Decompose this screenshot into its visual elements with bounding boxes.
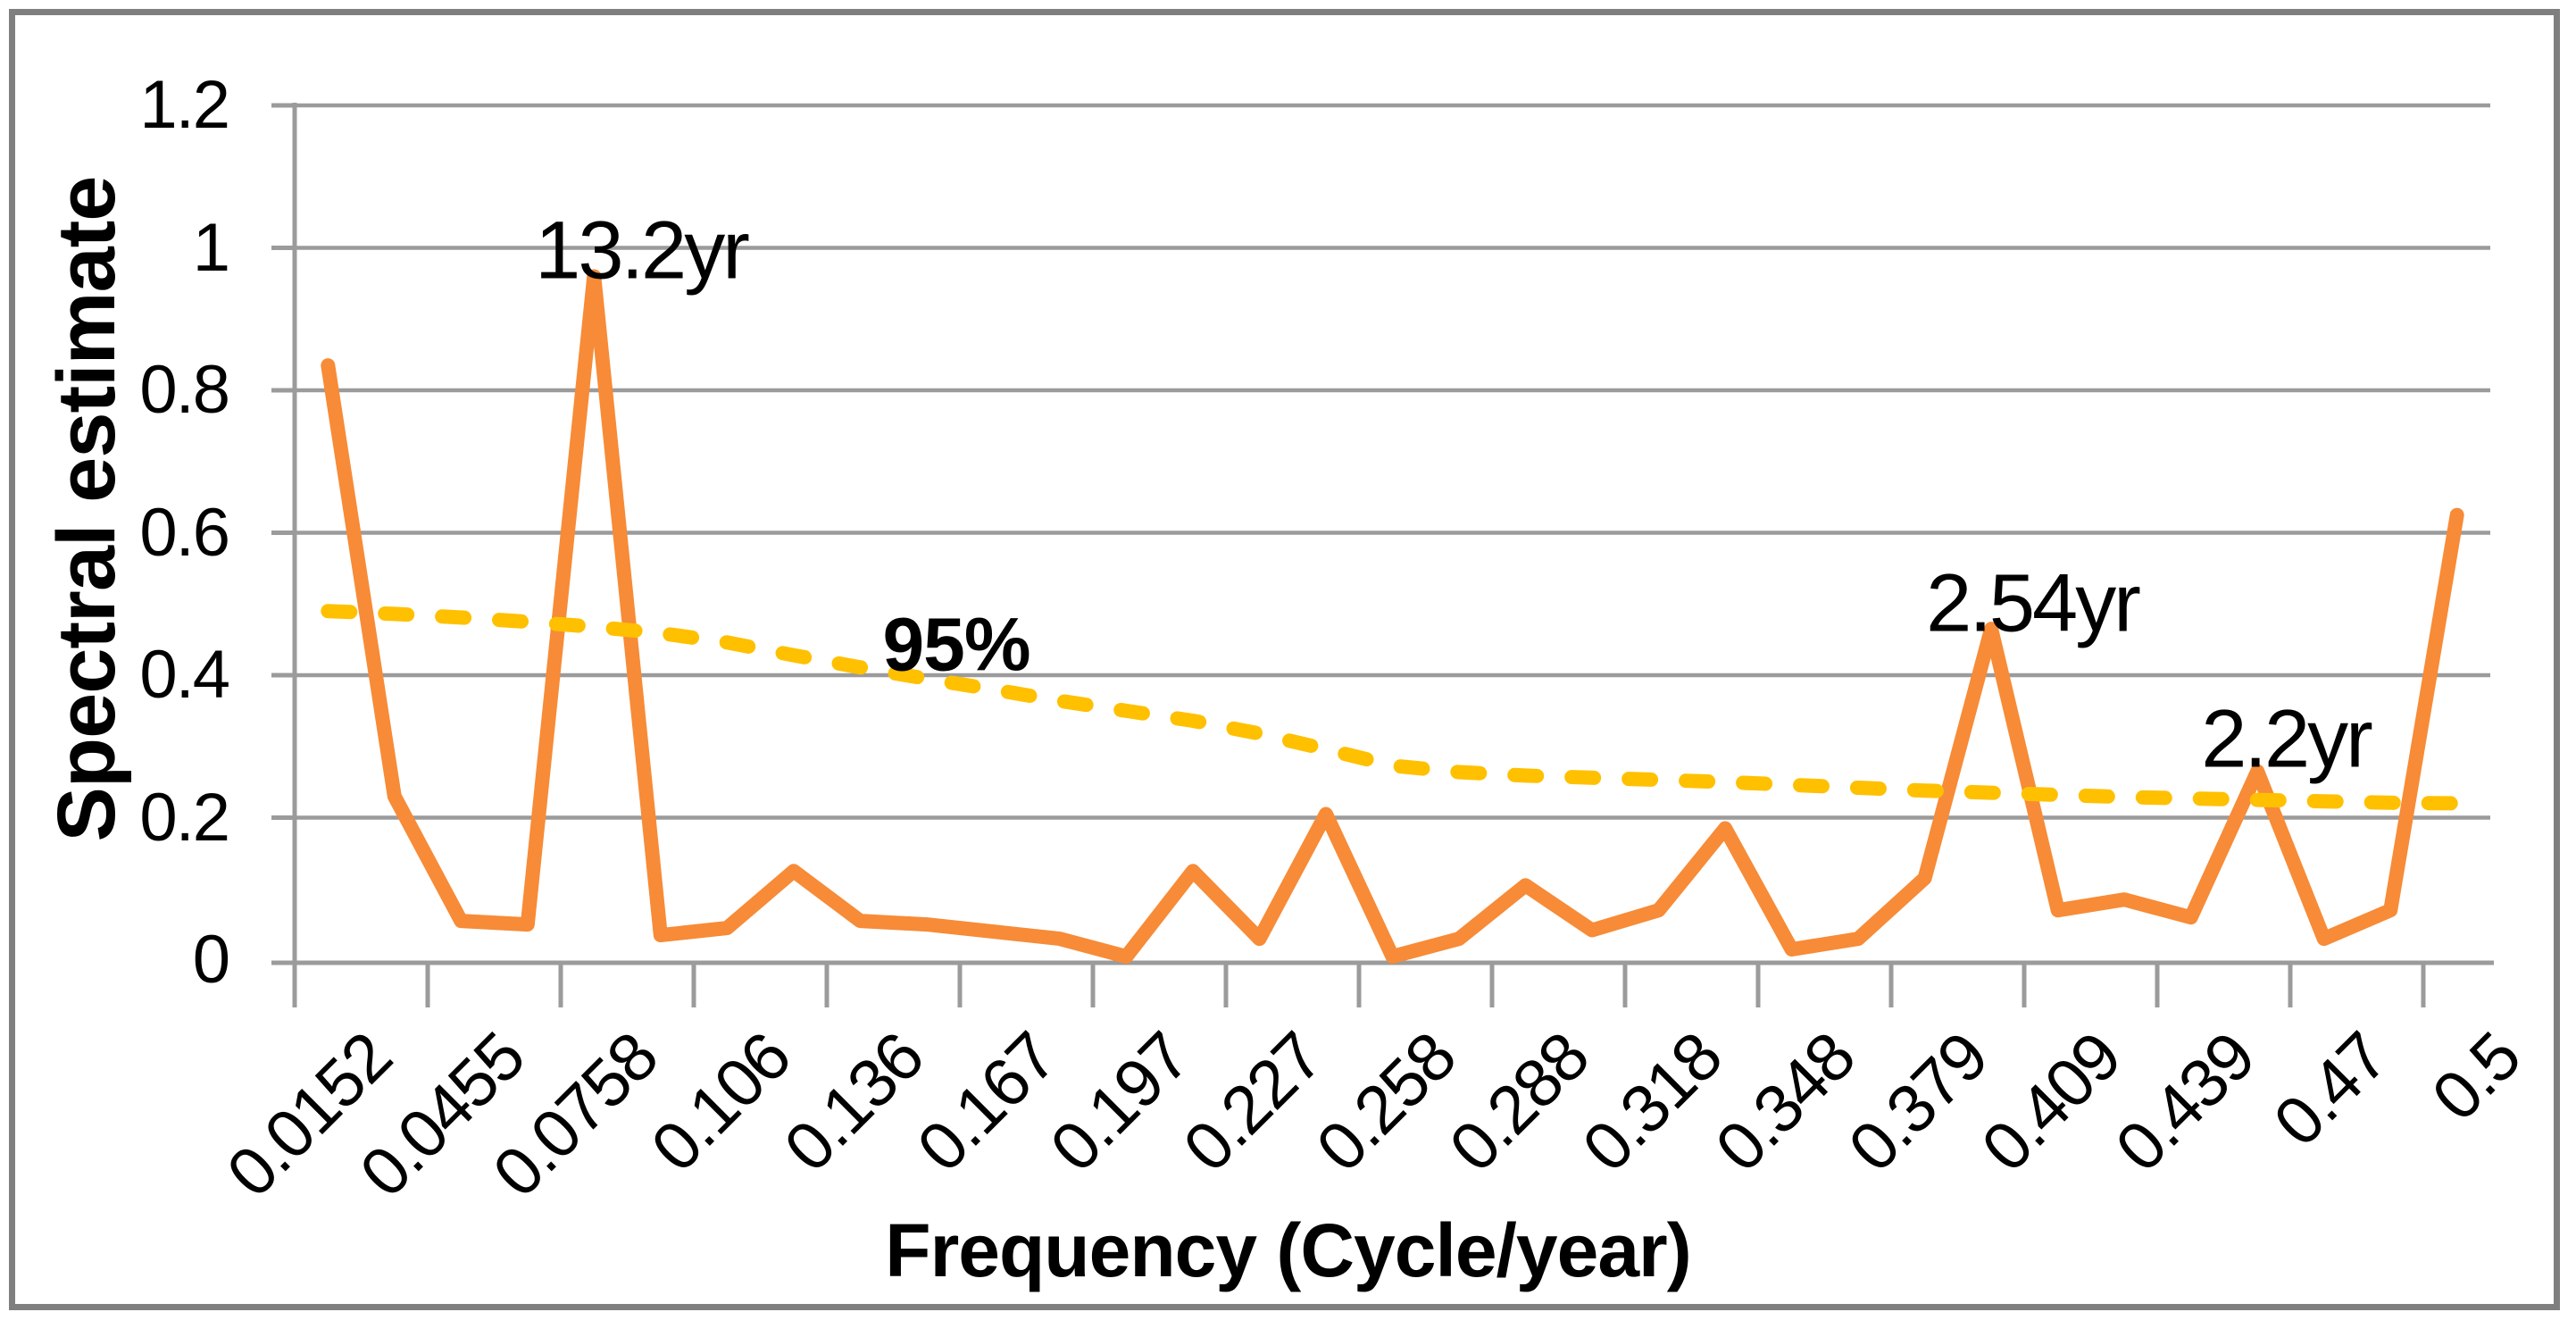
spectral-line (321, 269, 2464, 964)
y-tick-label: 1.2 (139, 67, 230, 143)
chart-border (9, 9, 2560, 1310)
x-axis-title: Frequency (Cycle/year) (885, 1208, 1691, 1292)
annotation-13-2yr: 13.2yr (535, 205, 750, 297)
annotation-95-: 95% (882, 602, 1030, 687)
confidence-line (321, 604, 2464, 811)
y-tick-label: 0 (192, 922, 230, 998)
y-tick-label: 0.4 (139, 637, 230, 713)
y-tick-label: 1 (192, 209, 230, 286)
y-axis-title: Spectral estimate (41, 176, 132, 842)
y-tick-label: 0.6 (139, 494, 230, 571)
y-tick-label: 0.2 (139, 779, 230, 856)
annotation-2-54yr: 2.54yr (1926, 557, 2141, 649)
y-tick-label: 0.8 (139, 352, 230, 428)
annotation-2-2yr: 2.2yr (2201, 693, 2373, 785)
